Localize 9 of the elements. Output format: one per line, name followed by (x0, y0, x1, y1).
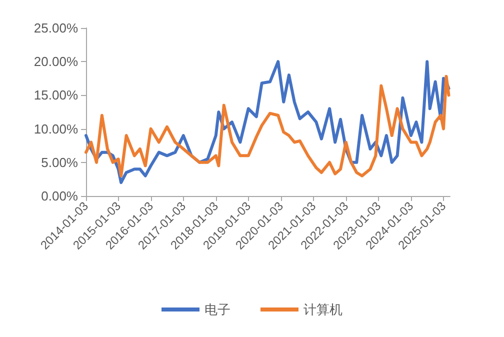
y-tick-label: 25.00% (34, 20, 78, 36)
y-tick-label: 10.00% (34, 121, 78, 136)
y-tick-label: 5.00% (41, 154, 78, 170)
legend-label: 电子 (204, 302, 230, 317)
line-series (84, 74, 450, 178)
y-tick-label: 15.00% (34, 88, 78, 103)
legend-label: 计算机 (304, 302, 342, 317)
y-tick-label: 0.00% (41, 188, 78, 204)
y-tick-label: 20.00% (34, 54, 78, 70)
